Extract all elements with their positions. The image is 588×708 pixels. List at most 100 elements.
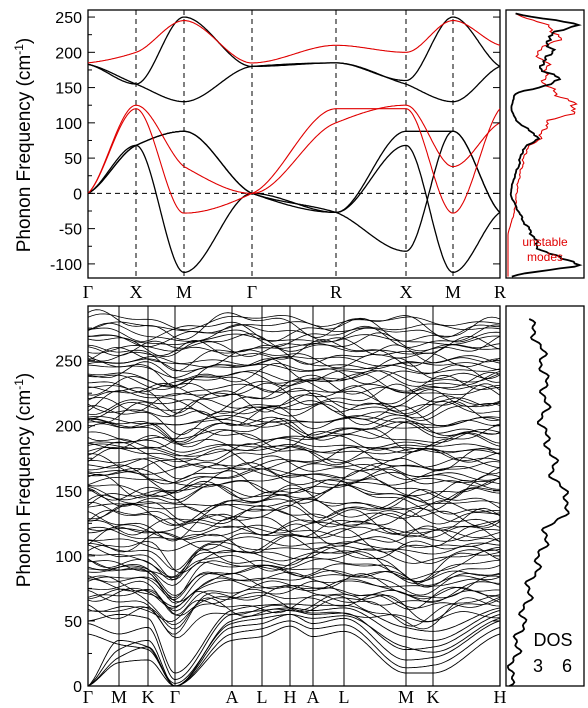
dos-tick-3: 3	[533, 656, 543, 676]
bottom-band-line	[87, 333, 501, 345]
bottom-band-line	[87, 370, 501, 390]
bottom-band-line	[87, 346, 501, 369]
bottom-band-line	[87, 405, 501, 436]
bottom-xtick-label: Γ	[170, 687, 180, 707]
bottom-band-line	[87, 324, 501, 348]
bottom-band-line	[87, 504, 501, 527]
bottom-band-line	[87, 504, 501, 533]
bottom-band-line	[87, 484, 501, 513]
bottom-ytick-label: 100	[55, 549, 82, 566]
bottom-band-line	[87, 507, 501, 536]
bottom-plot-frame	[87, 305, 501, 687]
bottom-band-line	[87, 335, 501, 357]
bottom-band-line	[88, 577, 501, 612]
top-dos-black-curve	[509, 12, 583, 278]
bottom-band-line	[87, 433, 501, 451]
bottom-band-line	[87, 401, 501, 427]
bottom-band-line	[87, 478, 501, 497]
top-branch-black	[87, 144, 501, 274]
bottom-band-line	[87, 443, 501, 457]
unstable-modes-label-line1: unstable	[522, 235, 568, 249]
bottom-band-line	[87, 474, 501, 488]
bottom-xtick-label: H	[284, 687, 297, 707]
top-xtick-label: M	[176, 282, 192, 302]
bottom-xtick-label: M	[398, 687, 414, 707]
bottom-band-line	[87, 462, 501, 485]
bottom-low-branch	[87, 625, 501, 687]
bottom-band-line	[87, 392, 501, 416]
bottom-low-branch	[87, 607, 501, 680]
bottom-band-line	[87, 332, 501, 358]
bottom-band-line	[87, 313, 501, 331]
bottom-xtick-label: L	[339, 687, 350, 707]
top-xtick-label: R	[494, 282, 506, 302]
top-xtick-label: R	[330, 282, 342, 302]
top-branch-black	[87, 62, 501, 103]
bottom-band-line	[87, 536, 501, 552]
bottom-ytick-label: 200	[55, 419, 82, 436]
bottom-band-line	[87, 424, 501, 453]
bottom-xtick-label: K	[142, 687, 155, 707]
bottom-band-line	[87, 559, 501, 598]
bottom-ytick-label: 50	[64, 614, 82, 631]
top-y-axis-label: Phonon Frequency (cm-1)	[12, 38, 35, 253]
top-dispersion-panel: -100 -50 0 50 100 150 200 250 Γ X M Γ R X M R Phonon F…	[12, 9, 506, 302]
top-ytick-label: 100	[55, 116, 82, 133]
bottom-band-line	[87, 357, 501, 389]
bottom-y-axis-label: Phonon Frequency (cm-1)	[12, 373, 35, 588]
top-ytick-label: 250	[55, 10, 82, 27]
top-branch-red	[87, 104, 501, 194]
bottom-xtick-label: K	[427, 687, 440, 707]
bottom-band-line	[87, 546, 501, 582]
top-ytick-label: 50	[64, 151, 82, 168]
bottom-band-line	[87, 418, 501, 444]
bottom-band-line	[87, 363, 501, 378]
top-xtick-label: Γ	[83, 282, 93, 302]
bottom-band-line	[87, 339, 501, 367]
dos-label: DOS	[533, 630, 572, 650]
bottom-band-line	[87, 383, 501, 397]
bottom-band-line	[87, 588, 501, 626]
bottom-band-line	[87, 484, 501, 505]
bottom-xtick-label: A	[307, 687, 320, 707]
bottom-xtick-label: L	[257, 687, 268, 707]
bottom-band-line	[87, 457, 501, 471]
top-branch-black	[87, 16, 501, 85]
bottom-low-branch	[87, 620, 501, 687]
top-branch-red	[87, 108, 501, 214]
bottom-band-line	[87, 398, 501, 421]
top-branch-black	[87, 130, 501, 252]
bottom-band-line	[87, 309, 500, 341]
bottom-ytick-label: 250	[55, 354, 82, 371]
bottom-dos-curve	[507, 318, 570, 687]
bottom-band-line	[87, 590, 501, 635]
bottom-dos-panel: DOS 3 6	[505, 305, 585, 687]
bottom-xtick-label: H	[494, 687, 507, 707]
bottom-low-branch	[87, 613, 501, 687]
top-xtick-label: Γ	[247, 282, 257, 302]
bottom-band-line	[87, 461, 501, 480]
bottom-band-line	[87, 316, 501, 342]
bottom-band-line	[87, 549, 501, 580]
bottom-band-line	[87, 383, 501, 413]
bottom-band-line	[87, 371, 501, 394]
bottom-band-line	[87, 511, 501, 542]
top-xtick-label: M	[445, 282, 461, 302]
bottom-band-line	[87, 321, 501, 334]
bottom-xtick-label: Γ	[83, 687, 93, 707]
bottom-band-line	[87, 455, 501, 480]
top-xtick-label: X	[400, 282, 413, 302]
top-ytick-label: 200	[55, 45, 82, 62]
bottom-low-branch	[87, 613, 501, 684]
top-ytick-label: 0	[73, 186, 82, 203]
bottom-band-line	[87, 564, 501, 604]
top-xtick-label: X	[130, 282, 143, 302]
bottom-xtick-label: M	[111, 687, 127, 707]
bottom-band-line	[87, 563, 501, 596]
bottom-band-line	[87, 498, 501, 510]
unstable-modes-label-line2: modes	[527, 250, 563, 264]
bottom-band-line	[87, 428, 501, 444]
bottom-ytick-label: 150	[55, 484, 82, 501]
